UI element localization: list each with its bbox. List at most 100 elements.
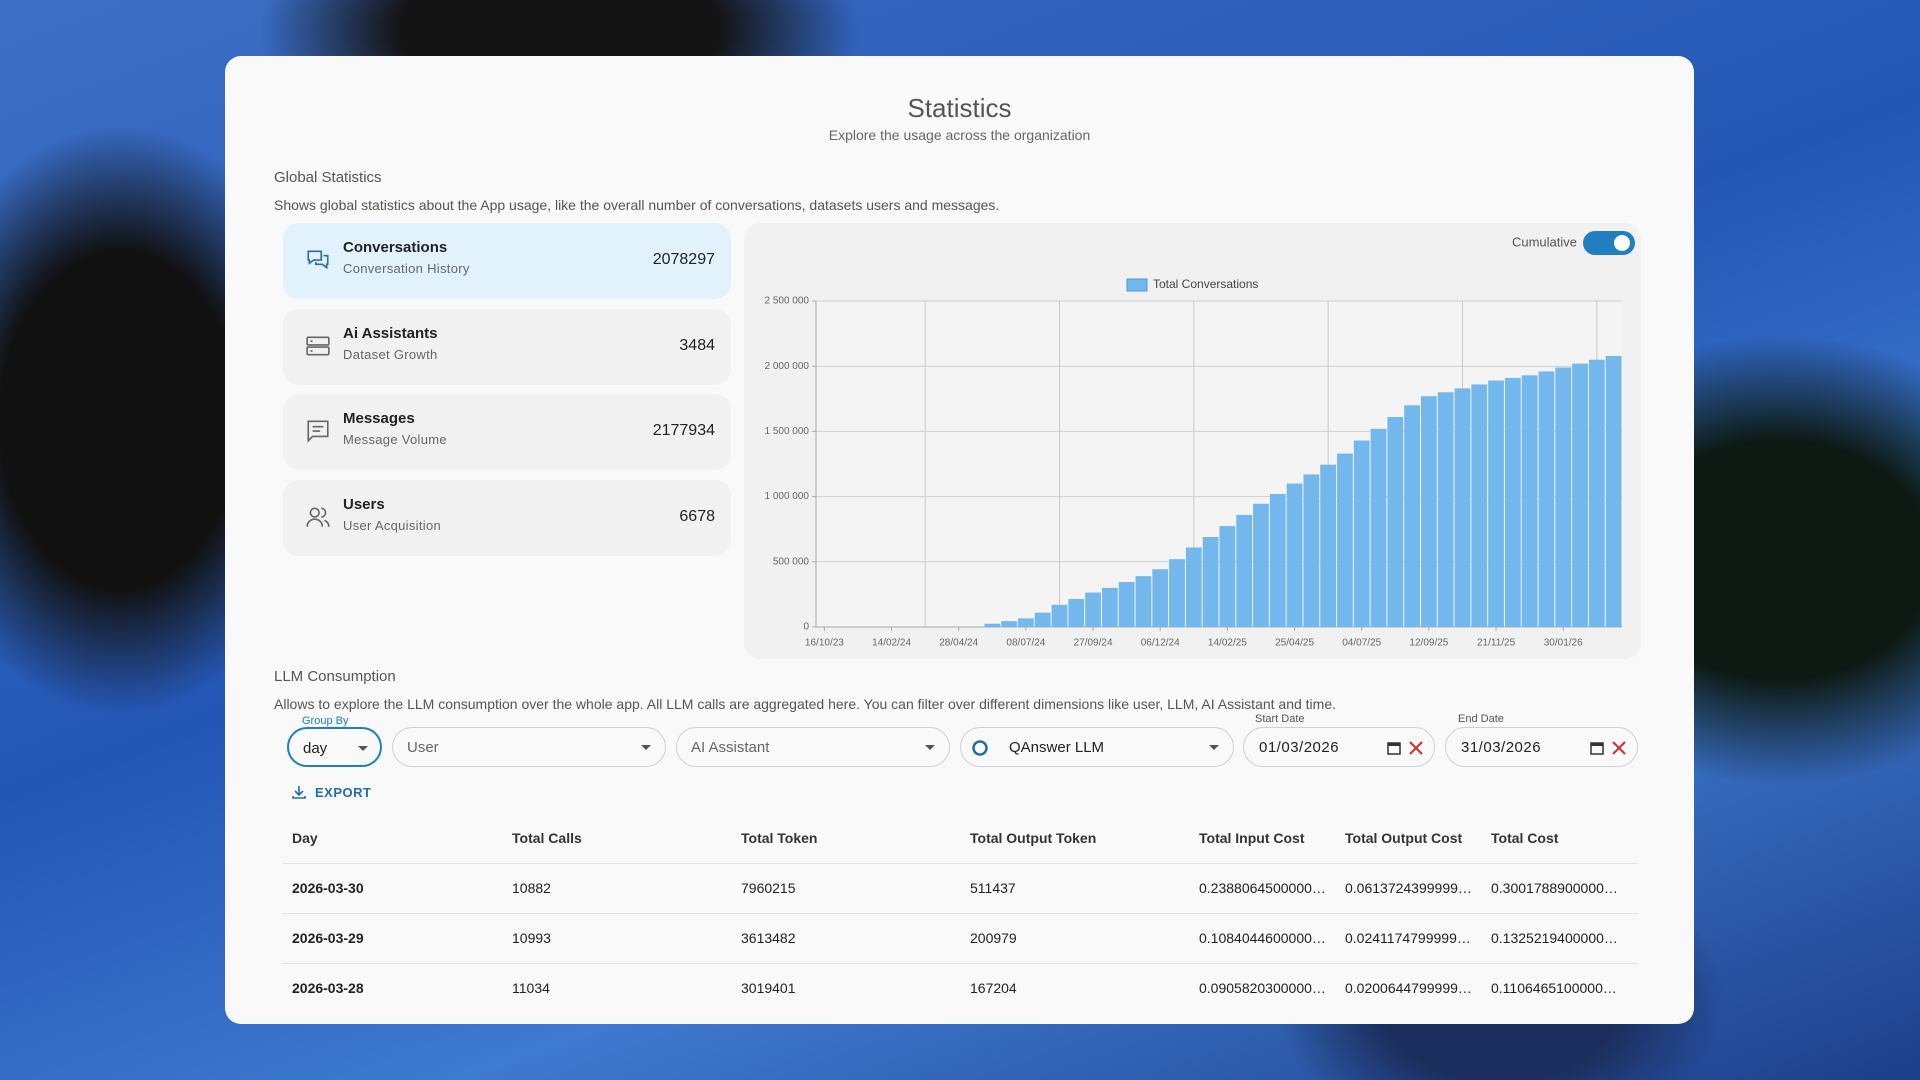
bar (1488, 380, 1504, 627)
table-cell: 11034 (512, 980, 550, 997)
page-subtitle: Explore the usage across the organizatio… (828, 127, 1091, 143)
bar (1185, 547, 1202, 627)
bar (1572, 363, 1588, 627)
table-cell: 0.0613724399999… (1345, 863, 1491, 914)
bar (1236, 514, 1253, 627)
end-date-input[interactable]: 31/03/2026 (1445, 727, 1638, 767)
column-header: Day (283, 813, 512, 864)
clear-icon[interactable] (1611, 740, 1627, 756)
table-cell: 0.1106465100000… (1491, 980, 1617, 997)
conversations-icon (307, 250, 329, 270)
stat-card[interactable]: Messages Message Volume 2177934 (283, 394, 731, 470)
x-tick-label: 04/07/25 (1342, 638, 1381, 649)
table-cell: 2026-03-29 (283, 913, 512, 964)
calendar-icon[interactable] (1386, 740, 1402, 756)
bar (1135, 576, 1152, 627)
bar (1018, 618, 1034, 627)
table-cell: 167204 (970, 980, 1017, 997)
section-description: Shows global statistics about the App us… (274, 197, 1000, 213)
start-date-input[interactable]: 01/03/2026 (1243, 727, 1435, 767)
date-label: Start Date (1255, 713, 1305, 725)
bar (1504, 377, 1521, 627)
assistants-icon (306, 336, 330, 356)
bar (1538, 371, 1555, 627)
x-tick-label: 14/02/24 (872, 638, 911, 649)
stat-value: 2177934 (652, 422, 715, 439)
table-row: 2026-03-30 10882 7960215 511437 0.2388064500… (283, 863, 1638, 914)
stat-card[interactable]: Conversations Conversation History 20782… (283, 223, 731, 299)
bar (1521, 375, 1538, 627)
calendar-icon[interactable] (1589, 740, 1605, 756)
x-tick-label: 14/02/25 (1208, 638, 1247, 649)
column-header: Total Input Cost (1199, 813, 1345, 864)
select-value: QAnswer LLM (1009, 739, 1105, 756)
stat-subtitle: Conversation History (343, 261, 470, 276)
table-cell: 3613482 (741, 913, 970, 964)
bar (1320, 464, 1337, 627)
bar (1253, 503, 1269, 627)
stat-value: 6678 (679, 508, 715, 525)
y-tick-label: 1 000 000 (765, 491, 810, 502)
x-tick-label: 27/09/24 (1074, 638, 1113, 649)
bar (1404, 405, 1420, 627)
bar (1152, 569, 1169, 627)
bar (1101, 587, 1118, 627)
table-cell: 0.1325219400000… (1491, 913, 1638, 964)
x-tick-label: 16/10/23 (805, 638, 844, 649)
stat-title: Conversations (343, 239, 448, 256)
date-value: 31/03/2026 (1461, 739, 1542, 756)
export-button[interactable]: EXPORT (291, 784, 371, 804)
bar (1454, 388, 1471, 627)
assistant-select[interactable]: AI Assistant (676, 727, 950, 767)
user-select[interactable]: User (392, 727, 666, 767)
x-tick-label: 28/04/24 (939, 638, 978, 649)
chart: Cumulative 0 500 000 1 000 000 1 500 000 2 0… (765, 231, 1635, 649)
bar (1605, 355, 1622, 627)
bar (1387, 417, 1404, 627)
y-tick-label: 2 500 000 (765, 296, 810, 307)
group-by-select[interactable]: day (287, 727, 382, 767)
export-icon (292, 786, 306, 799)
messages-icon (307, 420, 329, 443)
bar (1118, 582, 1135, 627)
bar (1085, 592, 1101, 627)
section-description: Allows to explore the LLM consumption ov… (274, 696, 1337, 712)
bar (1068, 598, 1085, 627)
select-placeholder: User (407, 739, 439, 756)
table-cell: 0.2388064500000… (1199, 863, 1345, 914)
cumulative-toggle[interactable] (1583, 231, 1635, 255)
bar (1269, 493, 1286, 627)
toggle-label: Cumulative (1512, 234, 1577, 249)
page-title: Statistics (907, 93, 1012, 123)
stat-title: Users (343, 496, 385, 513)
bar (1219, 526, 1236, 627)
llm-select[interactable]: QAnswer LLM (960, 727, 1234, 767)
table-cell: 200979 (970, 913, 1199, 964)
bar (1555, 367, 1572, 627)
table-row: 2026-03-29 10993 3613482 200979 0.1084044600… (283, 913, 1638, 964)
date-value: 01/03/2026 (1259, 739, 1340, 756)
stat-title: Messages (343, 410, 415, 427)
bar (1471, 384, 1488, 627)
bar (1337, 453, 1353, 627)
y-tick-label: 500 000 (773, 556, 810, 567)
x-tick-label: 30/01/26 (1544, 638, 1583, 649)
export-label: EXPORT (315, 785, 372, 800)
table-cell: 0.3001788900000… (1491, 863, 1638, 914)
x-tick-label: 12/09/25 (1409, 638, 1448, 649)
bar (1202, 537, 1219, 627)
users-icon (306, 507, 330, 527)
stat-card[interactable]: Users User Acquisition 6678 (283, 480, 731, 556)
bar (1421, 396, 1437, 627)
y-tick-label: 1 500 000 (765, 426, 810, 437)
table-row: 2026-03-28 11034 3019401 167204 0.0905820300… (283, 963, 1638, 1013)
stat-card[interactable]: Ai Assistants Dataset Growth 3484 (283, 309, 731, 385)
select-placeholder: AI Assistant (691, 739, 770, 756)
stat-subtitle: Dataset Growth (343, 347, 438, 362)
bar (1286, 483, 1303, 627)
stat-value: 2078297 (652, 251, 715, 268)
clear-icon[interactable] (1408, 740, 1424, 756)
bar (1370, 428, 1387, 627)
header-row: Day Total Calls Total Token Total Output To… (283, 813, 1638, 864)
date-label: End Date (1458, 713, 1504, 725)
